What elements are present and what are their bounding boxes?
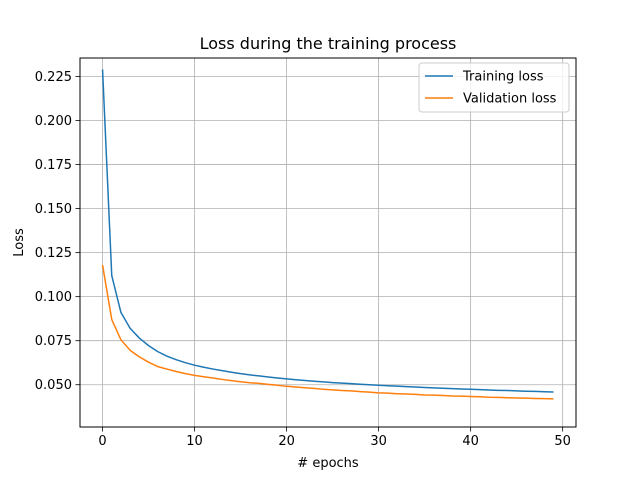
x-tick-label: 50 — [554, 434, 571, 449]
x-tick-label: 10 — [186, 434, 203, 449]
y-tick-label: 0.175 — [35, 158, 72, 173]
series-layer — [101, 69, 554, 400]
validation-loss-line — [101, 264, 554, 400]
legend-label: Training loss — [462, 70, 544, 85]
x-axis-label: # epochs — [297, 456, 359, 471]
x-tick-label: 0 — [98, 434, 106, 449]
plot-frame — [79, 57, 577, 428]
legend-label: Validation loss — [463, 92, 557, 107]
tick-layer: 0 10 20 30 40 50 0.050 0.075 0.100 0.125 0.150 0.17… — [35, 70, 571, 449]
y-tick-label: 0.150 — [35, 202, 72, 217]
x-tick-label: 40 — [462, 434, 479, 449]
y-tick-label: 0.075 — [35, 334, 72, 349]
y-tick-label: 0.200 — [35, 114, 72, 129]
y-tick-label: 0.050 — [35, 378, 72, 393]
legend-box — [418, 62, 570, 113]
y-tick-label: 0.125 — [35, 246, 72, 261]
legend: Training loss Validation loss — [418, 62, 570, 113]
y-tick-label: 0.100 — [35, 290, 72, 305]
x-tick-label: 20 — [278, 434, 295, 449]
chart-title: Loss during the training process — [200, 34, 457, 53]
training-loss-line — [101, 69, 554, 393]
grid-layer — [80, 58, 576, 427]
x-tick-label: 30 — [370, 434, 387, 449]
y-tick-label: 0.225 — [35, 70, 72, 85]
y-axis-label: Loss — [12, 228, 27, 257]
